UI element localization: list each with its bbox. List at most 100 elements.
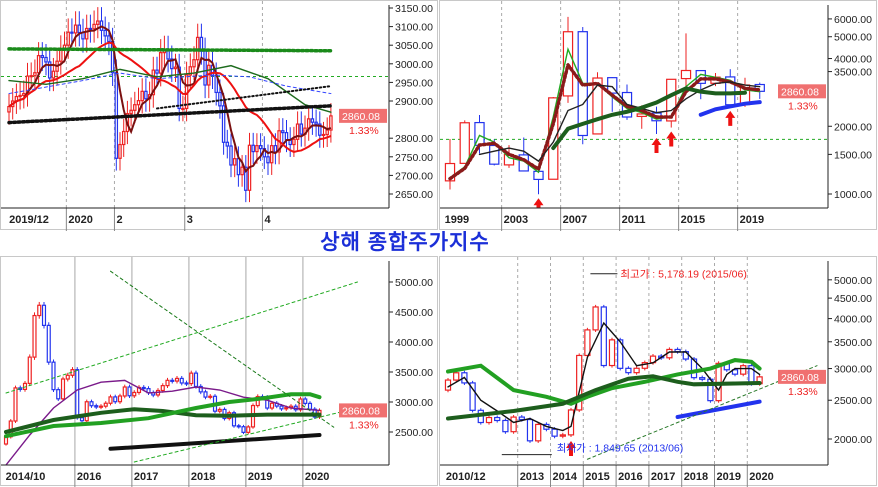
y-tick-label: 2700.00	[395, 170, 433, 182]
quarterly-candlestick-chart[interactable]: 최고가 : 5,178.19 (2015/06) 최저가 : 1,849.65 (…	[440, 257, 878, 487]
candle	[151, 56, 156, 108]
x-tick-label: 2015	[681, 214, 705, 226]
y-tick-label: 3000.00	[395, 397, 433, 409]
monthly-candlestick-chart[interactable]: 2014/10 2016 2017 2018 2019 2020 2500.00 3000.0…	[1, 257, 439, 487]
candle	[274, 401, 279, 409]
candle	[60, 376, 66, 402]
candle-body	[246, 426, 251, 433]
candle-body	[518, 416, 525, 421]
candle-body	[740, 365, 747, 375]
x-tick-label: 2016	[618, 471, 642, 483]
candle	[198, 384, 203, 395]
candle-body	[240, 166, 244, 176]
candle	[29, 62, 33, 90]
candle-body	[41, 304, 47, 326]
candle	[592, 72, 603, 135]
candle-body	[44, 56, 48, 63]
buy-signal-arrow-icon	[651, 137, 662, 153]
candle-body	[88, 27, 93, 31]
candle-body	[459, 122, 470, 164]
candle-body	[608, 339, 616, 367]
candle	[682, 349, 689, 362]
change-percent-backing	[347, 123, 385, 137]
candle-body	[107, 35, 111, 43]
candle-body	[37, 304, 42, 317]
candle-body	[144, 90, 148, 100]
x-tick-label: 2019	[248, 471, 272, 483]
candle	[231, 410, 237, 428]
candle-body	[494, 416, 501, 422]
trend-blue-thick-line	[675, 399, 762, 420]
candle	[98, 404, 104, 410]
monthly-chart-panel[interactable]: 2014/10 2016 2017 2018 2019 2020 2500.00 3000.0…	[0, 256, 439, 487]
candle-body	[592, 77, 603, 135]
x-tick-label: 2020	[749, 471, 773, 483]
ma-darkgreen-thick-line	[446, 374, 762, 421]
candle	[288, 127, 292, 157]
buy-signal-arrow-icon	[725, 110, 736, 126]
candle	[740, 363, 747, 377]
candle-body	[559, 434, 566, 437]
candle-body	[690, 358, 698, 379]
candle	[84, 399, 89, 423]
candle	[269, 133, 274, 175]
candle-body	[113, 396, 118, 403]
x-tick-label: 1999	[445, 214, 469, 226]
candle	[453, 370, 460, 383]
candle-body	[173, 66, 178, 70]
candle	[281, 118, 285, 146]
candle	[22, 381, 28, 392]
candle-body	[65, 374, 70, 380]
candle-body	[489, 144, 500, 165]
candle-body	[117, 395, 123, 403]
candle-body	[295, 123, 300, 140]
x-tick-label: 2019	[740, 214, 764, 226]
change-percent-label: 1.33%	[788, 386, 818, 398]
plot-area	[440, 1, 828, 208]
candle-body	[140, 90, 144, 102]
plot-area	[1, 1, 389, 208]
candle-body	[192, 59, 196, 68]
candle-body	[535, 423, 542, 442]
candle-body	[122, 386, 127, 397]
candle-body	[208, 395, 213, 398]
candle	[625, 366, 632, 375]
candle-body	[244, 166, 248, 191]
ma-purple-line	[5, 379, 321, 465]
candle-body	[75, 369, 80, 419]
quarterly-chart-panel[interactable]: 최고가 : 5,178.19 (2015/06) 최저가 : 1,849.65 (…	[439, 256, 878, 487]
y-tick-label: 1000.00	[834, 189, 872, 201]
candle-body	[18, 94, 22, 98]
candle	[251, 132, 255, 164]
candle	[617, 337, 624, 371]
candle-body	[158, 52, 163, 74]
chart-title: 상해 종합주가지수	[320, 231, 490, 254]
last-price-box	[778, 84, 826, 99]
low-annotation: 최저가 : 1,849.65 (2013/06)	[557, 443, 683, 455]
candle-body	[307, 402, 313, 410]
candle-body	[303, 398, 308, 404]
y-tick-label: 4000.00	[834, 54, 872, 66]
daily-candlestick-chart[interactable]: 2019/12 2020 2 3 4 2650.00 2700.00 2750.00 2800.…	[1, 1, 439, 231]
candle	[136, 385, 142, 395]
daily-chart-panel[interactable]: 2019/12 2020 2 3 4 2650.00 2700.00 2750.00 2800.…	[0, 0, 439, 231]
yearly-chart-panel[interactable]: 1999 2003 2007 2011 2015 2019 1000.00 1500.00 20…	[439, 0, 878, 231]
y-tick-label: 2650.00	[395, 189, 433, 201]
downtrend-line	[110, 270, 335, 428]
candle-body	[281, 130, 285, 134]
change-percent-label: 1.33%	[349, 419, 379, 431]
channel-lower-line	[133, 407, 358, 463]
candle	[140, 78, 144, 114]
y-tick-label: 4500.00	[395, 307, 433, 319]
candle	[225, 129, 230, 159]
yearly-candlestick-chart[interactable]: 1999 2003 2007 2011 2015 2019 1000.00 1500.00 20…	[440, 1, 878, 231]
candle	[166, 35, 170, 73]
candle	[314, 109, 318, 137]
candle-body	[189, 372, 194, 385]
candle	[680, 33, 692, 92]
candle-body	[129, 109, 133, 115]
candle-body	[70, 31, 74, 34]
candle-body	[600, 306, 607, 367]
candle-body	[193, 372, 199, 388]
candle-body	[251, 144, 255, 153]
